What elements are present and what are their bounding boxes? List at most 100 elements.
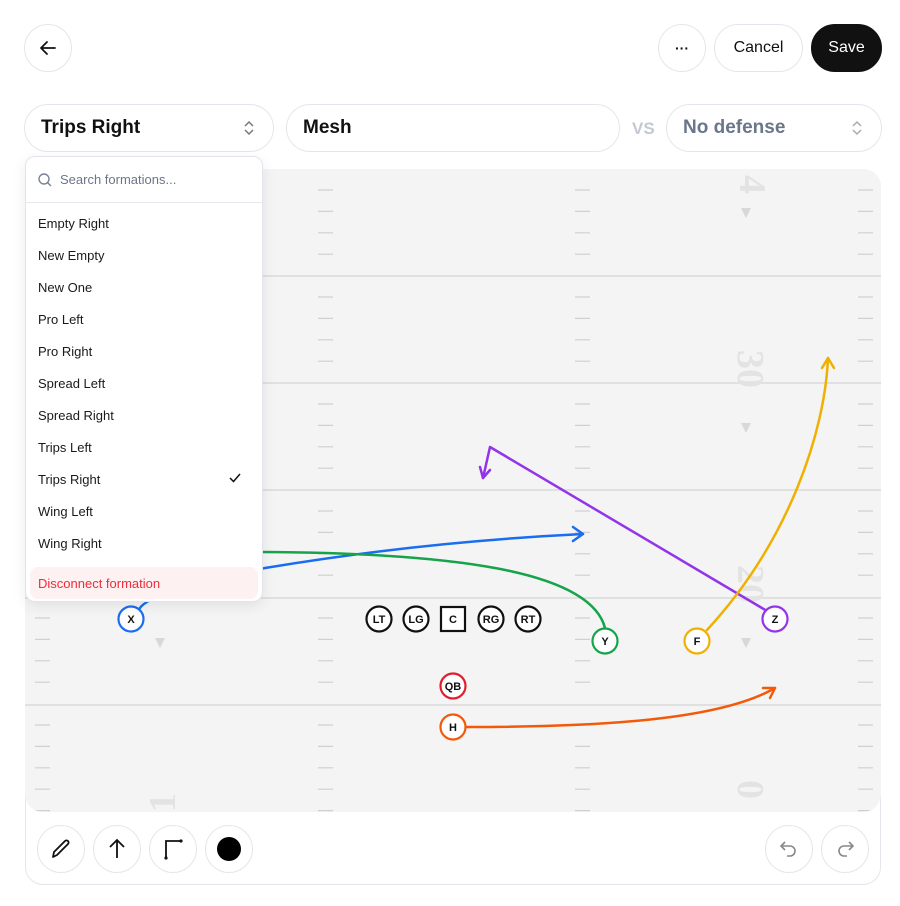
route-f[interactable] [705,356,830,632]
player-marker [365,605,393,633]
player-x[interactable]: X [117,605,145,633]
player-marker [683,627,711,655]
formation-dropdown: Search formations... Empty Right New Empt… [25,156,263,602]
yard-number: 30 [729,350,771,388]
route-z[interactable] [481,445,769,613]
color-picker-button[interactable] [205,825,253,873]
player-marker [402,605,430,633]
yard-arrow [741,638,751,648]
play-name-value: Mesh [303,117,352,138]
search-formations-input[interactable]: Search formations... [26,157,262,203]
player-label: LG [408,614,423,626]
player-label: LT [373,614,386,626]
chevron-up-down-icon [244,120,254,136]
player-label: RT [521,614,536,626]
player-label: H [449,722,457,734]
route-corner-icon [164,839,183,860]
save-label: Save [828,39,865,56]
player-marker [439,605,467,633]
more-button[interactable]: ··· [658,24,706,72]
cancel-button[interactable]: Cancel [714,24,803,72]
cancel-label: Cancel [733,39,784,56]
player-f[interactable]: F [683,627,711,655]
formation-option-label: New One [38,279,93,295]
player-marker [439,672,467,700]
formation-option[interactable]: Spread Left [26,367,262,399]
formation-option[interactable]: Trips Right [26,463,262,495]
formation-option-label: New Empty [38,247,105,263]
player-lg[interactable]: LG [402,605,430,633]
player-label: QB [445,681,462,693]
player-qb[interactable]: QB [439,672,467,700]
check-icon [229,473,241,483]
player-label: RG [483,614,500,626]
player-label: X [127,614,135,626]
formation-option-label: Trips Left [38,439,92,455]
player-y[interactable]: Y [591,627,619,655]
player-rg[interactable]: RG [477,605,505,633]
formation-option[interactable]: New Empty [26,239,262,271]
arrow-up-icon [109,838,125,858]
formation-select[interactable]: Trips Right [24,104,274,152]
formation-option[interactable]: Wing Right [26,527,262,559]
player-marker [439,713,467,741]
player-marker [117,605,145,633]
player-marker [477,605,505,633]
formation-option[interactable]: New One [26,271,262,303]
formation-option-label: Spread Right [38,407,114,423]
route-tool-button[interactable] [149,825,197,873]
yard-number: 4 [731,175,773,194]
player-label: Y [601,636,609,648]
formation-option[interactable]: Spread Right [26,399,262,431]
player-label: C [449,614,457,626]
formation-option-label: Wing Left [38,503,93,519]
formation-value: Trips Right [41,117,141,138]
player-marker [591,627,619,655]
disconnect-formation-button[interactable]: Disconnect formation [30,567,258,599]
chevron-up-down-icon [852,120,862,136]
formation-option-label: Empty Right [38,215,109,231]
defense-select[interactable]: No defense [666,104,882,152]
formation-option-label: Wing Right [38,535,102,551]
formation-option[interactable]: Pro Left [26,303,262,335]
formation-option[interactable]: Pro Right [26,335,262,367]
color-dot-icon [217,837,241,861]
yard-arrow [741,208,751,218]
player-c[interactable]: C [439,605,467,633]
player-label: F [694,636,701,648]
player-h[interactable]: H [439,713,467,741]
undo-icon [779,841,796,857]
arrow-tool-button[interactable] [93,825,141,873]
save-button[interactable]: Save [811,24,882,72]
player-marker [761,605,789,633]
formation-option-label: Spread Left [38,375,106,391]
pencil-icon [52,839,70,858]
formation-option-label: Pro Right [38,343,93,359]
yard-arrow [155,638,165,648]
formation-option-label: Trips Right [38,471,101,487]
pencil-tool-button[interactable] [37,825,85,873]
yard-arrow [741,423,751,433]
arrow-left-icon [40,41,56,55]
vs-label: VS [632,119,655,138]
redo-icon [838,841,855,857]
route-h[interactable] [465,686,777,729]
yard-number: 1 [142,793,184,812]
formation-option-label: Pro Left [38,311,84,327]
formation-option[interactable]: Wing Left [26,495,262,527]
player-marker [514,605,542,633]
redo-button[interactable] [821,825,869,873]
formation-option[interactable]: Trips Left [26,431,262,463]
route-y[interactable] [260,550,607,630]
player-label: Z [772,614,779,626]
player-lt[interactable]: LT [365,605,393,633]
undo-button[interactable] [765,825,813,873]
play-name-input[interactable]: Mesh [286,104,620,152]
defense-value: No defense [683,117,786,138]
player-z[interactable]: Z [761,605,789,633]
search-placeholder: Search formations... [60,172,177,187]
formation-option[interactable]: Empty Right [26,207,262,239]
yard-number: 0 [729,780,771,799]
back-button[interactable] [24,24,72,72]
player-rt[interactable]: RT [514,605,542,633]
